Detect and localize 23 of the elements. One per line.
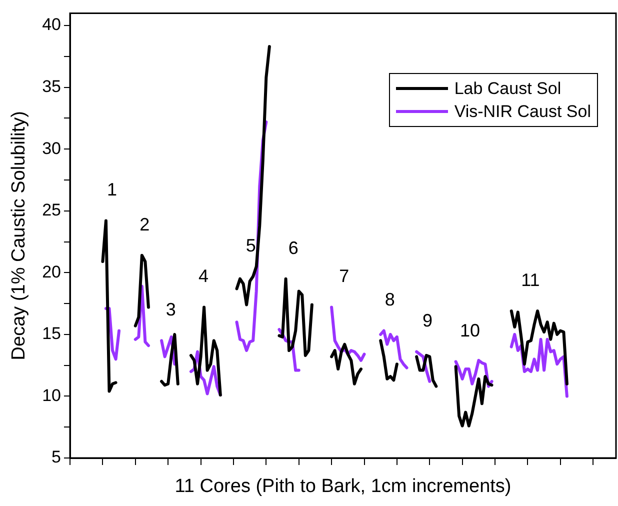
y-tick-label: 40 <box>42 15 61 34</box>
y-tick-label: 35 <box>42 77 61 96</box>
annotation: 6 <box>288 238 298 258</box>
y-tick-label: 30 <box>42 138 61 158</box>
annotation: 1 <box>106 180 117 200</box>
legend-label: Lab Caust Sol <box>454 78 562 100</box>
annotation: 5 <box>246 235 256 256</box>
annotation: 10 <box>460 320 480 341</box>
y-tick-label: 10 <box>42 386 61 405</box>
y-tick-label: 25 <box>42 200 61 220</box>
annotation: 4 <box>198 266 209 286</box>
annotation: 8 <box>384 290 395 310</box>
y-tick-label: 15 <box>42 324 61 344</box>
annotation: 3 <box>166 300 176 320</box>
x-axis-title: 11 Cores (Pith to Bark, 1cm increments) <box>174 476 512 497</box>
annotation: 11 <box>521 270 540 290</box>
y-axis-title: Decay (1% Caustic Solubility) <box>8 111 30 360</box>
annotation: 7 <box>339 266 350 286</box>
y-tick-label: 5 <box>52 448 61 467</box>
legend-label: Vis-NIR Caust Sol <box>454 101 591 123</box>
annotation: 2 <box>140 214 150 234</box>
y-tick-label: 20 <box>42 262 61 282</box>
annotation: 9 <box>422 310 432 331</box>
